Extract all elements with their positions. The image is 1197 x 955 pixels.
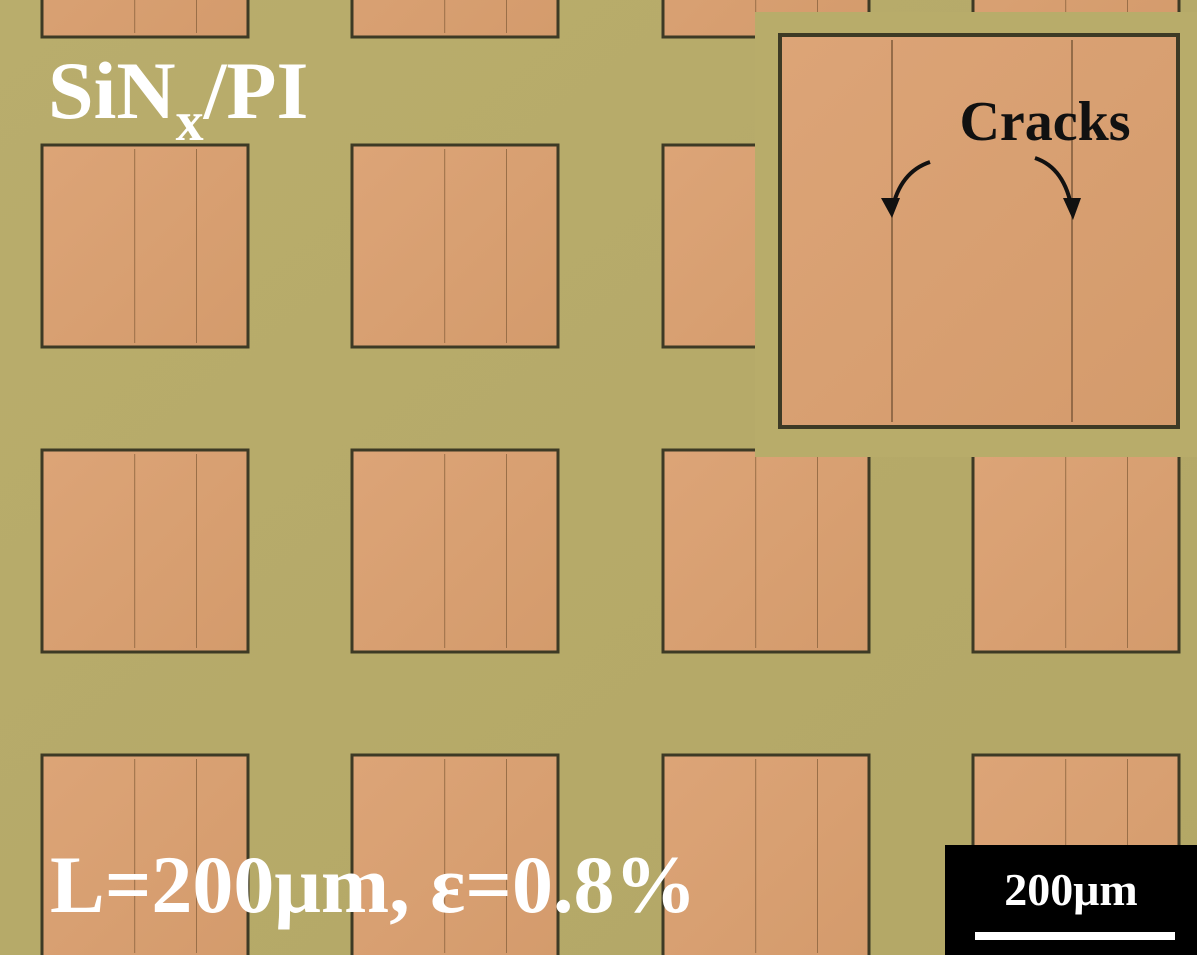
scale-bar-line <box>975 932 1175 940</box>
annotation: Cracks <box>959 91 1130 153</box>
micrograph: Cracks SiNx/PI L=200μm, ε=0.8% 200μm <box>0 0 1197 955</box>
pad <box>352 450 558 652</box>
inset: Cracks <box>755 12 1197 457</box>
scale-bar-label: 200μm <box>1004 864 1137 915</box>
pad <box>42 145 248 347</box>
pad <box>42 0 248 37</box>
pad <box>352 0 558 37</box>
scale-bar: 200μm <box>945 845 1197 955</box>
conditions-label: L=200μm, ε=0.8% <box>50 839 696 930</box>
pad <box>42 450 248 652</box>
sample-suffix: /PI <box>203 45 309 136</box>
pad <box>663 450 869 652</box>
pad <box>352 145 558 347</box>
pad <box>973 450 1179 652</box>
sample-main: SiN <box>48 45 176 136</box>
sample-subscript: x <box>176 91 204 153</box>
